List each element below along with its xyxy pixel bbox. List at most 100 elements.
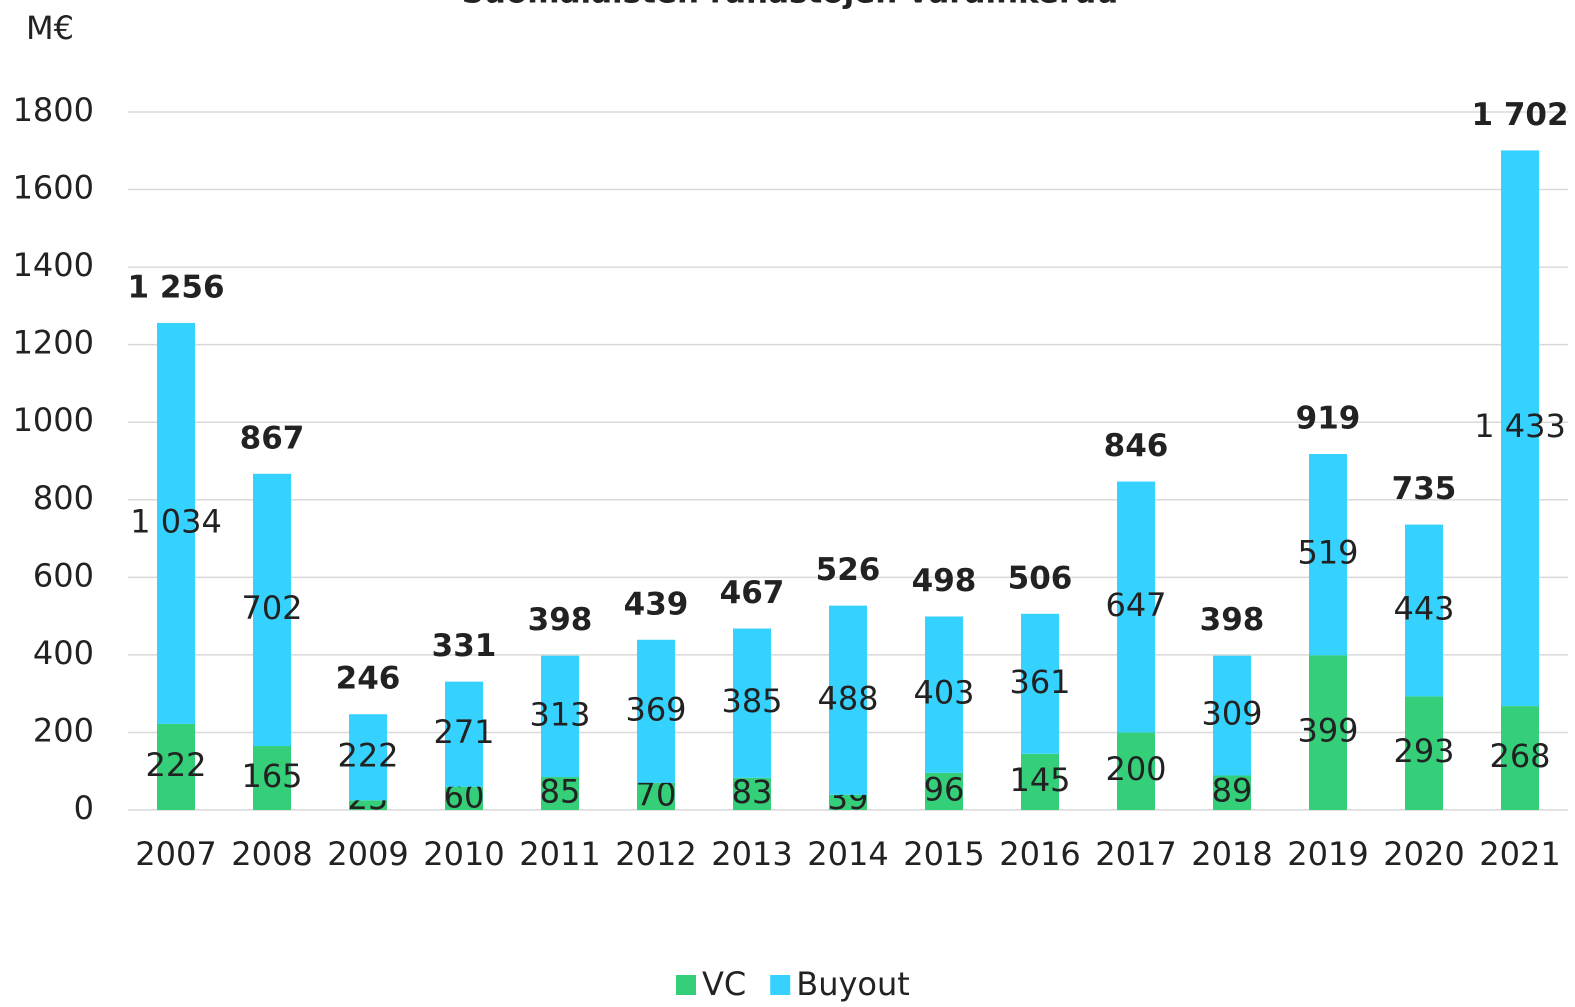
data-label: 488 <box>817 679 878 717</box>
legend-label: VC <box>702 965 746 1003</box>
x-tick-label: 2014 <box>807 835 888 873</box>
total-label: 439 <box>624 586 689 622</box>
x-tick-label: 2016 <box>999 835 1080 873</box>
bar-segment <box>1213 775 1251 810</box>
bar-segment <box>445 681 483 787</box>
bar-segment <box>349 714 387 801</box>
bar-segment <box>829 794 867 810</box>
y-tick-label: 0 <box>74 789 94 827</box>
total-label: 1 256 <box>127 269 224 305</box>
y-tick-label: 600 <box>33 556 94 594</box>
data-label: 96 <box>924 770 965 808</box>
data-label: 385 <box>721 682 782 720</box>
bar-segment <box>1213 655 1251 776</box>
x-tick-label: 2021 <box>1479 835 1560 873</box>
x-tick-label: 2018 <box>1191 835 1272 873</box>
y-tick-label: 200 <box>33 711 94 749</box>
data-label: 222 <box>337 736 398 774</box>
x-tick-label: 2011 <box>519 835 600 873</box>
data-label: 399 <box>1297 712 1358 750</box>
bar-segment <box>1021 753 1059 810</box>
bar-segment <box>157 322 195 724</box>
bar-segment <box>733 628 771 778</box>
total-label: 331 <box>432 628 497 664</box>
data-label: 145 <box>1009 761 1070 799</box>
y-axis-label: M€ <box>26 9 74 47</box>
bar-segment <box>1117 732 1155 810</box>
x-tick-label: 2015 <box>903 835 984 873</box>
data-label: 222 <box>145 746 206 784</box>
data-label: 271 <box>433 713 494 751</box>
x-tick-label: 2013 <box>711 835 792 873</box>
total-label: 526 <box>816 552 881 588</box>
bar-segment <box>1309 655 1347 810</box>
bar-segment <box>1117 481 1155 733</box>
data-label: 165 <box>241 757 302 795</box>
legend-swatch <box>676 975 696 995</box>
y-tick-label: 1000 <box>13 401 94 439</box>
bar-segment <box>637 639 675 783</box>
bar-segment <box>637 782 675 810</box>
data-label: 293 <box>1393 732 1454 770</box>
total-label: 398 <box>528 602 593 638</box>
total-label: 398 <box>1200 602 1265 638</box>
chart-title: Suomalaisten rahastojen varainkeruu <box>462 0 1119 11</box>
data-label: 369 <box>625 690 686 728</box>
y-tick-label: 400 <box>33 634 94 672</box>
total-label: 919 <box>1296 401 1361 437</box>
data-label: 443 <box>1393 589 1454 627</box>
data-label: 313 <box>529 695 590 733</box>
bar-segment <box>253 746 291 810</box>
data-label: 361 <box>1009 663 1070 701</box>
bar-segment <box>925 772 963 810</box>
bar-segment <box>1309 454 1347 656</box>
bar-segment <box>349 800 387 810</box>
bar-segment <box>925 616 963 773</box>
total-label: 506 <box>1008 560 1073 596</box>
total-label: 498 <box>912 563 977 599</box>
data-label: 89 <box>1212 772 1253 810</box>
x-tick-label: 2008 <box>231 835 312 873</box>
x-tick-label: 2020 <box>1383 835 1464 873</box>
data-label: 309 <box>1201 695 1262 733</box>
total-label: 1 702 <box>1471 97 1568 133</box>
bar-segment <box>541 655 579 778</box>
y-tick-label: 1200 <box>13 324 94 362</box>
total-label: 467 <box>720 575 785 611</box>
bar-segment <box>1501 150 1539 707</box>
x-tick-label: 2012 <box>615 835 696 873</box>
data-label: 200 <box>1105 750 1166 788</box>
bar-segment <box>1405 524 1443 697</box>
y-tick-label: 1400 <box>13 246 94 284</box>
total-label: 846 <box>1104 428 1169 464</box>
bar-segment <box>829 605 867 795</box>
x-tick-label: 2017 <box>1095 835 1176 873</box>
data-label: 85 <box>540 773 581 811</box>
bar-segment <box>157 723 195 810</box>
bar-segment <box>733 777 771 810</box>
total-label: 246 <box>336 661 401 697</box>
bar-segment <box>445 786 483 810</box>
data-label: 83 <box>732 773 773 811</box>
x-tick-label: 2010 <box>423 835 504 873</box>
x-tick-label: 2019 <box>1287 835 1368 873</box>
data-label: 403 <box>913 674 974 712</box>
data-label: 519 <box>1297 534 1358 572</box>
bar-segment <box>1021 613 1059 754</box>
data-label: 268 <box>1489 737 1550 775</box>
y-tick-label: 1600 <box>13 169 94 207</box>
y-tick-label: 1800 <box>13 91 94 129</box>
data-label: 702 <box>241 589 302 627</box>
total-label: 735 <box>1392 471 1457 507</box>
data-label: 647 <box>1105 586 1166 624</box>
data-label: 1 034 <box>130 502 222 540</box>
bar-segment <box>253 473 291 747</box>
bar-segment <box>541 777 579 810</box>
bar-segment <box>1405 696 1443 810</box>
bar-segment <box>1501 706 1539 810</box>
x-tick-label: 2007 <box>135 835 216 873</box>
total-label: 867 <box>240 420 305 456</box>
x-tick-label: 2009 <box>327 835 408 873</box>
legend-swatch <box>770 975 791 995</box>
